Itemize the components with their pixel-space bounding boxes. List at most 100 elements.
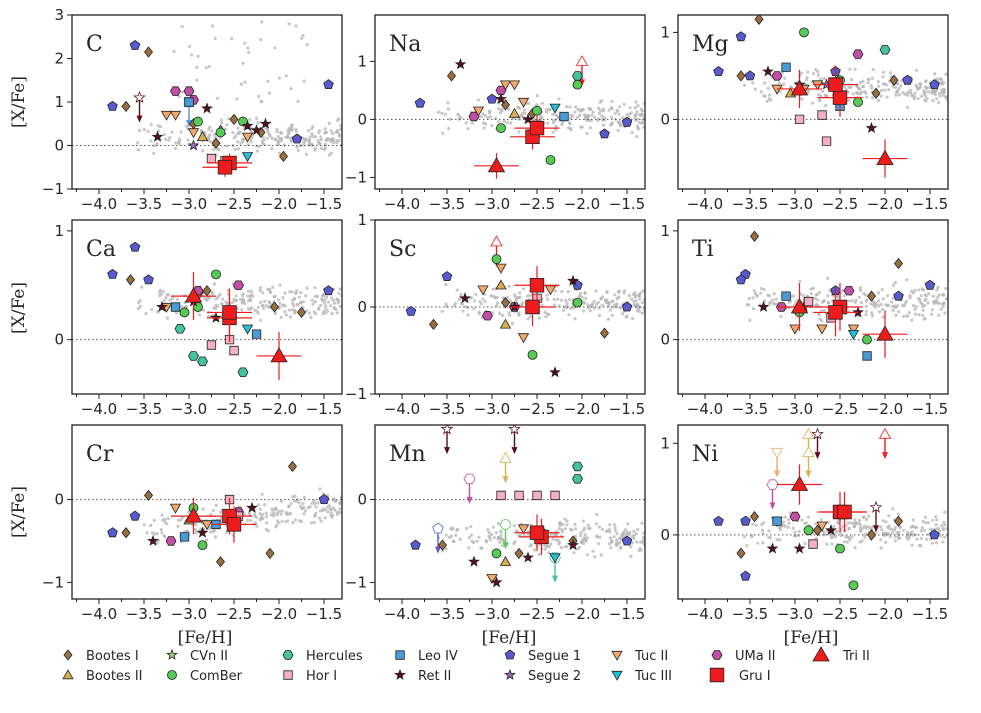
- data-point: [179, 532, 190, 542]
- data-point: [196, 526, 209, 538]
- legend-label: UMa II: [735, 649, 776, 664]
- x-tick-label: −2.5: [216, 605, 252, 623]
- data-point: [169, 503, 182, 514]
- data-point: [762, 65, 774, 77]
- x-tick-label: −3.5: [429, 195, 465, 213]
- data-point: [454, 58, 467, 70]
- data-point: [147, 534, 159, 546]
- upper-limit-marker: [802, 427, 815, 439]
- data-point: [865, 121, 878, 134]
- x-tick-label: −2.5: [216, 400, 252, 418]
- x-tick-label: −3.5: [126, 605, 162, 623]
- panel-sc: −4.0 −3.5 −3.0 −2.5 −2.0 −1.5 −1 0 1 Sc: [345, 211, 646, 418]
- legend-label: Tuc II: [634, 649, 668, 664]
- panel-ti: −4.0 −3.5 −3.0 −2.5 −2.0 −1.5 0 1 Ti: [660, 219, 949, 418]
- upper-limit-arrowhead: [552, 575, 558, 583]
- x-tick-label: −3.0: [777, 400, 813, 418]
- data-point: [544, 285, 557, 296]
- data-point: [812, 524, 823, 536]
- legend-label: Leo IV: [418, 649, 458, 664]
- x-tick-label: −2.5: [822, 400, 858, 418]
- data-point: [486, 93, 498, 104]
- data-point: [816, 521, 828, 532]
- data-point: [296, 306, 307, 319]
- data-point: [241, 132, 254, 143]
- legend-item-ret-ii: Ret II: [394, 668, 451, 684]
- data-point: [107, 100, 118, 111]
- x-tick-label: −3.5: [126, 195, 162, 213]
- panel-frame: [71, 424, 343, 600]
- data-point: [179, 307, 190, 318]
- data-point: [893, 290, 904, 301]
- panel-frame: [374, 14, 646, 190]
- key-star-point: [226, 517, 242, 532]
- data-point: [572, 71, 583, 81]
- key-star-point: [790, 475, 809, 491]
- data-point: [241, 152, 254, 163]
- x-tick-label: −4.0: [687, 605, 723, 623]
- data-point: [567, 274, 579, 286]
- data-point: [803, 525, 814, 536]
- data-point: [405, 305, 417, 316]
- key-star-point: [790, 80, 809, 96]
- y-tick-label: 0: [357, 110, 367, 128]
- xlabel-col3: [Fe/H]: [784, 628, 839, 648]
- data-point: [170, 302, 181, 312]
- upper-limit-marker: [869, 500, 883, 513]
- y-tick-label: 0: [660, 331, 670, 349]
- data-point: [862, 334, 872, 345]
- upper-limit-marker: [490, 235, 503, 247]
- data-point: [183, 86, 195, 96]
- legend-label: ComBer: [190, 669, 243, 684]
- data-point: [794, 114, 805, 124]
- x-tick-label: −2.0: [564, 605, 600, 623]
- data-point: [789, 511, 801, 522]
- data-point: [129, 40, 141, 50]
- data-point: [229, 345, 239, 356]
- data-point: [771, 71, 783, 81]
- legend-item-uma-ii: UMa II: [711, 649, 776, 664]
- data-point: [468, 555, 480, 567]
- data-point: [572, 79, 583, 90]
- upper-limit-arrowhead: [444, 447, 450, 455]
- data-point: [170, 86, 181, 96]
- x-tick-label: −3.0: [171, 195, 207, 213]
- y-tick-label: −1: [42, 573, 64, 591]
- x-tick-label: −2.0: [564, 195, 600, 213]
- legend-label: Hercules: [306, 649, 363, 664]
- key-star-point: [184, 287, 203, 303]
- legend-item-bootes-ii: Bootes II: [62, 669, 143, 684]
- data-point: [866, 529, 877, 541]
- upper-limit-marker: [878, 427, 892, 439]
- data-point: [472, 106, 485, 117]
- x-tick-label: −3.5: [429, 400, 465, 418]
- panel-c: −4.0 −3.5 −3.0 −2.5 −2.0 −1.5 −1 0 1 2 3 C: [42, 6, 343, 213]
- element-label: Ti: [692, 237, 714, 262]
- x-tick-label: −3.5: [732, 605, 768, 623]
- upper-limit-marker: [133, 90, 146, 104]
- data-point: [278, 150, 289, 163]
- data-point: [229, 113, 239, 126]
- y-tick-label: 0: [54, 137, 64, 155]
- x-tick-label: −4.0: [81, 195, 117, 213]
- data-point: [197, 540, 208, 551]
- y-tick-label: 0: [660, 526, 670, 544]
- element-label: Mn: [389, 442, 426, 467]
- data-point: [847, 330, 860, 341]
- data-point: [201, 520, 213, 531]
- data-point: [269, 301, 280, 313]
- data-point: [549, 103, 561, 114]
- data-point: [129, 241, 141, 252]
- data-point: [265, 547, 275, 560]
- y-tick-label: 3: [54, 6, 64, 24]
- legend-marker: [812, 646, 830, 662]
- data-point: [508, 80, 521, 91]
- data-point: [107, 527, 118, 538]
- panel-frame: [677, 424, 949, 600]
- data-point: [929, 529, 940, 540]
- x-tick-label: −1.5: [306, 400, 342, 418]
- data-point: [495, 263, 507, 274]
- upper-limit-arrowhead: [805, 470, 812, 478]
- y-tick-label: 1: [357, 52, 367, 70]
